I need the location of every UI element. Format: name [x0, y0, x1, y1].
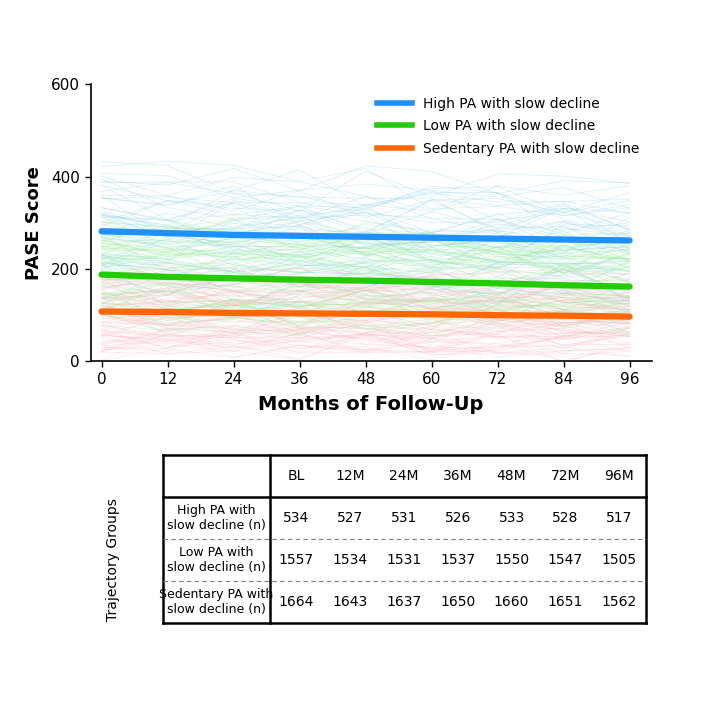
Text: 1660: 1660	[494, 595, 529, 609]
Text: 526: 526	[445, 511, 471, 525]
Text: Trajectory Groups: Trajectory Groups	[106, 498, 120, 622]
Text: 1643: 1643	[332, 595, 368, 609]
Text: 1651: 1651	[547, 595, 583, 609]
Text: 527: 527	[337, 511, 363, 525]
Text: 531: 531	[391, 511, 417, 525]
Text: 533: 533	[498, 511, 525, 525]
Text: 1664: 1664	[279, 595, 314, 609]
Text: 72M: 72M	[550, 469, 580, 483]
Text: 1562: 1562	[602, 595, 636, 609]
Text: 1547: 1547	[548, 553, 583, 567]
Text: 1650: 1650	[440, 595, 476, 609]
Text: 534: 534	[283, 511, 310, 525]
Text: 1505: 1505	[602, 553, 636, 567]
Text: High PA with
slow decline (n): High PA with slow decline (n)	[167, 504, 266, 532]
Text: 517: 517	[606, 511, 632, 525]
Text: 36M: 36M	[443, 469, 473, 483]
Legend: High PA with slow decline, Low PA with slow decline, Sedentary PA with slow decl: High PA with slow decline, Low PA with s…	[371, 92, 644, 161]
Text: Low PA with
slow decline (n): Low PA with slow decline (n)	[167, 546, 266, 574]
Text: BL: BL	[288, 469, 306, 483]
Text: Sedentary PA with
slow decline (n): Sedentary PA with slow decline (n)	[159, 588, 274, 616]
Text: 1531: 1531	[387, 553, 421, 567]
Text: 48M: 48M	[497, 469, 526, 483]
Text: 1550: 1550	[494, 553, 529, 567]
X-axis label: Months of Follow-Up: Months of Follow-Up	[258, 395, 484, 414]
Text: 24M: 24M	[390, 469, 418, 483]
Y-axis label: PASE Score: PASE Score	[25, 166, 43, 280]
Text: 96M: 96M	[605, 469, 634, 483]
Text: 1637: 1637	[387, 595, 421, 609]
Text: 12M: 12M	[335, 469, 365, 483]
Text: 528: 528	[552, 511, 578, 525]
Text: 1557: 1557	[279, 553, 314, 567]
Text: 1537: 1537	[440, 553, 476, 567]
Text: 1534: 1534	[333, 553, 368, 567]
